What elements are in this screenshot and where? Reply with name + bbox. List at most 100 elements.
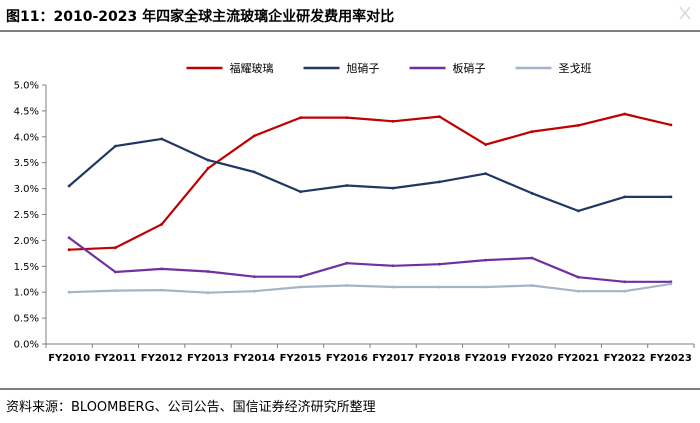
data-point [345,284,349,287]
data-point [345,261,349,265]
data-point [252,134,256,138]
chart-header: 图11：2010-2023 年四家全球主流玻璃企业研发费用率对比 [0,0,700,30]
data-point [576,275,580,279]
y-tick-label: 0.5% [14,314,39,325]
data-point [160,222,164,226]
footer-divider [0,388,700,390]
data-point [530,191,534,195]
x-tick-label: FY2017 [372,353,414,364]
y-tick-label: 2.0% [14,236,39,247]
series-line-3 [67,236,673,283]
data-point [391,119,395,123]
data-point [669,123,673,127]
y-tick-label: 1.0% [14,288,39,299]
header-divider [0,30,700,32]
x-tick-label: FY2010 [48,353,90,364]
legend-label: 福耀玻璃 [230,61,274,75]
x-tick-label: FY2013 [187,353,229,364]
data-point [391,186,395,190]
data-point [206,167,210,170]
y-tick-label: 1.5% [14,262,39,273]
x-tick-label: FY2022 [604,353,646,364]
data-point [345,116,349,119]
y-tick-label: 5.0% [14,81,39,92]
legend: 福耀玻璃 旭硝子 板硝子 圣戈班 [186,61,592,75]
corner-ornament-icon [679,6,691,20]
data-point [484,172,488,176]
data-point [160,288,164,292]
data-point [623,289,626,293]
x-tick-label: FY2012 [141,353,183,364]
y-tick-label: 4.5% [14,106,39,117]
line-chart: 福耀玻璃 旭硝子 板硝子 圣戈班 0.0% 0.5% 1.0% 1.5% 2.0% 2.5% 3.… [14,61,695,364]
x-tick-label: FY2016 [326,353,368,364]
data-point [299,190,302,194]
data-point [252,289,256,293]
y-tick-label: 3.5% [14,158,39,169]
y-tick-label: 4.0% [14,132,39,143]
data-point [438,262,441,266]
series-line-4 [67,282,673,294]
data-point [669,195,673,199]
x-tick-label: FY2023 [650,353,692,364]
data-point [438,285,441,289]
data-point [299,275,302,279]
data-point [669,280,673,284]
source-note: 资料来源：BLOOMBERG、公司公告、国信证券经济研究所整理 [6,400,376,415]
legend-label: 圣戈班 [559,62,592,75]
series-layer [67,112,673,295]
data-point [252,170,256,174]
data-point [484,285,488,289]
data-point [438,180,441,184]
x-tick-label: FY2018 [418,353,460,364]
series-line-2 [67,137,673,212]
data-point [160,137,164,141]
data-point [391,285,395,289]
data-point [438,115,441,118]
data-point [206,270,210,273]
data-point [576,209,580,213]
data-point [114,144,117,148]
data-point [530,284,534,287]
data-point [206,291,210,295]
data-point [299,285,302,289]
series-line-1 [67,112,673,251]
data-point [484,258,488,262]
data-point [114,289,117,292]
x-tick-label: FY2015 [280,353,322,364]
data-point [576,289,580,293]
data-point [67,236,71,240]
data-point [67,184,71,188]
y-tick-label: 2.5% [14,210,39,221]
x-tick-label: FY2021 [557,353,599,364]
x-tick-label: FY2020 [511,353,553,364]
chart-title: 图11：2010-2023 年四家全球主流玻璃企业研发费用率对比 [6,9,395,25]
data-point [669,282,673,286]
data-point [530,256,534,260]
data-point [576,124,580,127]
x-tick-label: FY2019 [465,353,507,364]
chart-area: 福耀玻璃 旭硝子 板硝子 圣戈班 0.0% 0.5% 1.0% 1.5% 2.0% 2.5% 3.… [0,32,700,386]
data-point [114,270,117,274]
legend-label: 旭硝子 [347,61,380,75]
data-point [345,184,349,187]
data-point [206,158,210,162]
data-point [623,280,626,284]
data-point [67,248,71,252]
data-point [299,116,302,119]
data-point [530,130,534,133]
data-point [623,112,626,116]
axes: 0.0% 0.5% 1.0% 1.5% 2.0% 2.5% 3.0% 3.5% 4.0% 4.5%… [14,81,695,364]
data-point [114,246,117,250]
x-tick-label: FY2011 [94,353,136,364]
x-tick-label: FY2014 [233,353,275,364]
data-point [67,290,71,294]
data-point [391,264,395,268]
data-point [160,267,164,271]
legend-label: 板硝子 [453,61,486,75]
data-point [623,195,626,199]
y-tick-label: 3.0% [14,184,39,195]
data-point [252,275,256,279]
data-point [484,143,488,146]
y-tick-label: 0.0% [14,340,39,351]
